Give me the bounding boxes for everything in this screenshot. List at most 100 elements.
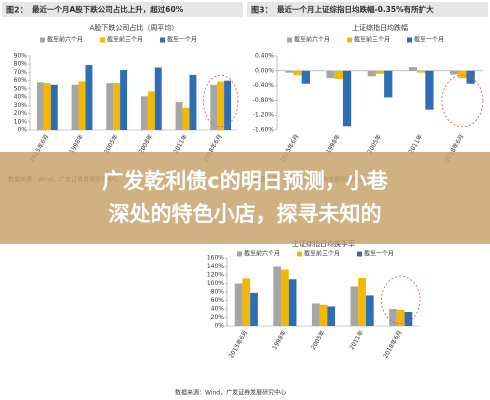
bar (147, 91, 155, 130)
legend-label: 截至前三个月 (304, 250, 340, 258)
bar (281, 269, 289, 326)
y-tick-label: 40% (211, 306, 225, 313)
bar (458, 70, 467, 79)
bar (326, 70, 335, 79)
figure-label: 图2： (6, 6, 28, 15)
bar (36, 82, 44, 130)
figure-label: 图3： (251, 6, 273, 15)
bar (242, 278, 251, 326)
y-tick-label: 80% (211, 289, 225, 296)
bar (78, 81, 86, 130)
highlight-circle (381, 275, 421, 325)
y-tick-label: 70% (14, 69, 28, 76)
bar (250, 292, 258, 326)
y-tick-label: 120% (207, 272, 224, 279)
bar (389, 309, 397, 326)
bar (301, 70, 310, 84)
source-note: 数据来源：Wind，广发证券发展研究中心 (175, 389, 286, 397)
bar (425, 70, 434, 110)
bar (358, 277, 366, 326)
y-tick-label: 0% (214, 323, 224, 330)
legend-swatch (237, 251, 242, 257)
y-tick-label: -1.60% (253, 127, 275, 134)
bar (365, 295, 374, 326)
bar (106, 83, 114, 130)
bar (182, 107, 190, 130)
legend-label: 截至前三个月 (354, 36, 390, 44)
bar (189, 74, 197, 130)
y-tick-label: 20% (14, 110, 28, 117)
bar (234, 283, 243, 326)
legend-swatch (40, 37, 45, 43)
highlight-circle (441, 74, 484, 128)
legend-label: 截至前三个月 (107, 36, 143, 44)
bar (450, 70, 459, 75)
bar (273, 266, 282, 326)
bar (417, 70, 426, 73)
y-tick-label: 100% (207, 280, 224, 287)
bar (288, 279, 297, 326)
bar (175, 102, 183, 130)
y-tick-label: 20% (211, 314, 225, 321)
bar (224, 80, 232, 130)
figure-heading: 最近一个月上证综指日均跌幅-0.35%有所扩大 (277, 4, 434, 14)
legend-swatch (347, 37, 352, 43)
y-tick-label: 40% (14, 94, 28, 101)
legend-label: 截至前六个月 (244, 250, 280, 258)
legend-label: 截至前六个月 (294, 36, 330, 44)
bar (71, 84, 79, 130)
header-bar (247, 2, 488, 17)
legend-label: 截至一个月 (414, 36, 444, 44)
bar (140, 96, 148, 130)
bar (367, 70, 376, 77)
bar (154, 67, 162, 130)
y-tick-label: -0.80% (253, 97, 275, 104)
bar (120, 69, 128, 130)
legend-label: 截至前六个月 (47, 36, 83, 44)
bar (43, 83, 51, 130)
bar (334, 70, 343, 79)
banner-text: 广发乾利债c的明日预测，小巷 (102, 169, 388, 193)
bar (396, 309, 405, 326)
y-tick-label: 160% (207, 255, 224, 262)
legend-swatch (407, 37, 412, 43)
highlight-circle (202, 74, 239, 128)
bar (293, 70, 302, 76)
y-tick-label: -1.20% (253, 112, 275, 119)
chart-title: A股下跌公司占比（周平均） (90, 23, 179, 32)
y-tick-label: 10% (14, 118, 28, 125)
bar (50, 84, 58, 130)
bar (350, 286, 359, 326)
y-tick-label: -0.40% (253, 82, 275, 89)
bar (384, 70, 393, 98)
bar (85, 65, 93, 130)
bar (285, 70, 294, 73)
y-tick-label: 60% (14, 77, 28, 84)
y-tick-label: 50% (14, 85, 28, 92)
legend-swatch (160, 37, 165, 43)
bar (404, 311, 413, 326)
bar (217, 81, 225, 130)
y-tick-label: 90% (14, 53, 28, 60)
bar (113, 83, 121, 130)
y-tick-label: 0.40% (255, 53, 274, 60)
y-tick-label: 0% (17, 127, 27, 134)
banner-text: 深处的特色小店，探寻未知的 (109, 202, 382, 226)
y-tick-label: 140% (207, 263, 224, 270)
y-tick-label: 80% (14, 61, 28, 68)
legend-swatch (297, 251, 302, 257)
header-bar (2, 2, 243, 17)
legend-swatch (287, 37, 292, 43)
bar (210, 84, 218, 130)
bar (327, 306, 336, 326)
bar (319, 304, 328, 326)
legend-label: 截至一个月 (364, 250, 394, 258)
y-tick-label: 30% (14, 102, 28, 109)
bar (311, 303, 320, 326)
banner-background (0, 152, 490, 244)
legend-label: 截至一个月 (167, 36, 197, 44)
figure-heading: 最近一个月A股下跌公司占比上升，超过60% (32, 4, 184, 14)
bar (408, 67, 418, 71)
y-tick-label: 0.00% (255, 67, 274, 74)
